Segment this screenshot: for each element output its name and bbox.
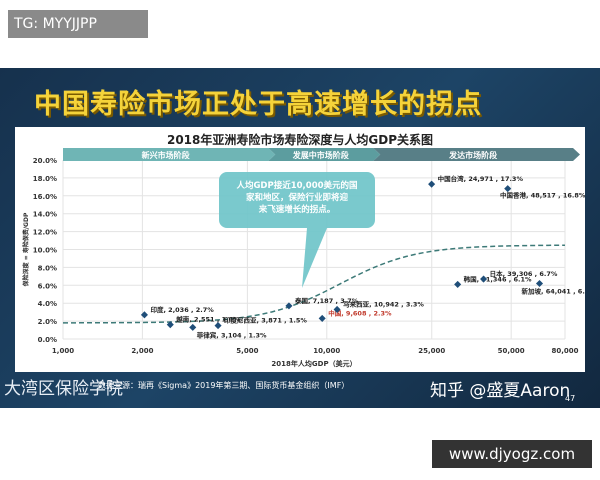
data-label: 中国, 9,608 , 2.3%	[328, 308, 392, 317]
data-label: 菲律宾, 3,104 , 1.3%	[197, 330, 267, 339]
data-point	[189, 323, 197, 331]
data-point	[214, 322, 222, 330]
y-tick-label: 14.0%	[33, 211, 57, 219]
data-label: 印度, 2,036 , 2.7%	[150, 305, 214, 314]
y-tick-label: 20.0%	[33, 157, 57, 165]
y-tick-label: 10.0%	[33, 247, 57, 255]
callout-bubble	[219, 172, 375, 288]
page-number: 47	[565, 394, 576, 403]
trend-line	[62, 244, 565, 324]
data-label: 日本, 39,306 , 6.7%	[490, 269, 558, 278]
stage-label: 新兴市场阶段	[142, 150, 190, 160]
y-tick-label: 16.0%	[33, 193, 57, 201]
data-point	[480, 275, 488, 283]
x-tick-label: 5,000	[236, 347, 258, 355]
chart-title: 2018年亚洲寿险市场寿险深度与人均GDP关系图	[166, 133, 433, 147]
x-tick-label: 25,000	[418, 347, 445, 355]
stage-arrow	[268, 148, 381, 161]
data-point	[166, 321, 174, 329]
slide-banner: 中国寿险市场正处于高速增长的拐点	[34, 89, 482, 120]
stage-arrow	[373, 148, 580, 161]
watermark-tag: TG: MYYJJPP	[8, 10, 148, 38]
y-tick-label: 2.0%	[38, 318, 57, 326]
data-point	[333, 305, 341, 314]
data-point	[140, 311, 148, 319]
data-point	[454, 280, 462, 288]
callout-text: 来飞速增长的拐点。	[258, 204, 336, 215]
logo: 大湾区保险学院	[4, 379, 123, 399]
y-tick-label: 4.0%	[38, 300, 57, 308]
slide: 中国寿险市场正处于高速增长的拐点 2018年亚洲寿险市场寿险深度与人均GDP关系…	[0, 68, 600, 408]
x-tick-label: 10,000	[313, 347, 340, 355]
data-label: 中国香港, 48,517 , 16.8%	[500, 191, 585, 200]
data-label: 马来西亚, 10,942 , 3.3%	[343, 299, 424, 308]
x-tick-label: 2,000	[131, 347, 153, 355]
y-tick-label: 0.0%	[38, 336, 57, 344]
y-tick-label: 6.0%	[38, 282, 57, 290]
callout-text: 家和地区，保险行业即将迎	[246, 192, 349, 203]
data-label: 越南, 2,551 , 1.6%	[175, 315, 240, 324]
x-tick-label: 50,000	[498, 347, 525, 355]
zhihu-watermark: 知乎 @盛夏Aaron	[430, 381, 571, 401]
y-tick-label: 8.0%	[38, 264, 57, 272]
data-source: 数据来源：瑞再《Sigma》2019年第三期、国际货币基金组织（IMF）	[98, 381, 350, 390]
data-point	[285, 302, 293, 310]
x-tick-label: 1,000	[52, 347, 74, 355]
site-watermark: www.djyogz.com	[432, 440, 592, 468]
stage-label: 发达市场阶段	[448, 150, 497, 160]
x-axis-label: 2018年人均GDP（美元）	[271, 359, 356, 368]
chart-panel: 2018年亚洲寿险市场寿险深度与人均GDP关系图 0.0% 2.0% 4.0% 6.0…	[15, 127, 585, 372]
data-label: 印度尼西亚, 3,871 , 1.5%	[224, 316, 307, 325]
data-label: 中国台湾, 24,971 , 17.3%	[438, 174, 524, 183]
data-point	[318, 314, 326, 322]
y-tick-label: 12.0%	[33, 229, 57, 237]
stage-arrow	[63, 148, 276, 161]
data-point	[428, 180, 436, 188]
scatter-chart: 0.0% 2.0% 4.0% 6.0% 8.0% 10.0% 12.0% 14.0% 16.0%…	[22, 148, 585, 368]
x-tick-label: 80,000	[551, 347, 578, 355]
stage-label: 发展中市场阶段	[292, 150, 349, 160]
callout-text: 人均GDP接近10,000美元的国	[236, 180, 357, 191]
y-axis-label: 保险深度 = 寿险保费/GDP	[22, 212, 30, 287]
data-point	[535, 279, 544, 288]
data-point	[504, 185, 512, 193]
data-label: 韩国, 31,346 , 6.1%	[464, 274, 532, 283]
data-label: 新加坡, 64,041 , 6.2%	[522, 287, 585, 296]
y-tick-label: 18.0%	[33, 175, 57, 183]
data-label: 泰国, 7,187 , 3.7%	[294, 296, 359, 305]
